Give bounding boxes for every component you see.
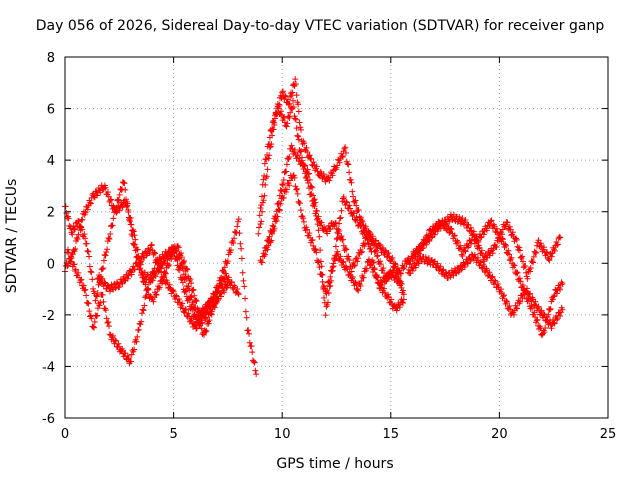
x-tick-label: 20	[491, 427, 508, 442]
x-tick-label: 15	[383, 427, 400, 442]
x-tick-label: 10	[274, 427, 291, 442]
chart-title: Day 056 of 2026, Sidereal Day-to-day VTE…	[35, 18, 605, 34]
x-tick-label: 0	[61, 427, 69, 442]
y-tick-label: -4	[42, 360, 55, 375]
x-tick-label: 5	[169, 427, 177, 442]
y-tick-label: -6	[42, 412, 55, 427]
series-trace-4	[94, 241, 221, 332]
plus-markers	[409, 211, 566, 339]
y-tick-label: -2	[42, 309, 55, 324]
plus-markers	[94, 241, 221, 332]
x-axis-label: GPS time / hours	[276, 456, 394, 472]
y-tick-label: 8	[47, 51, 55, 66]
series-trace-6	[257, 76, 412, 277]
plot-frame	[64, 56, 609, 419]
y-tick-label: 0	[47, 257, 55, 272]
x-tick-label: 25	[600, 427, 617, 442]
y-tick-label: 4	[47, 154, 55, 169]
y-tick-label: 6	[47, 103, 55, 118]
axis-ticks: 0 5 10 15 20 25 -6 -4 -2 0 2 4 6 8	[42, 51, 616, 442]
plus-markers	[257, 172, 405, 297]
series-trace-11	[409, 211, 566, 339]
y-tick-label: 2	[47, 206, 55, 221]
series-trace-8	[257, 172, 405, 297]
plus-markers	[257, 76, 412, 277]
data-marks	[62, 76, 566, 378]
